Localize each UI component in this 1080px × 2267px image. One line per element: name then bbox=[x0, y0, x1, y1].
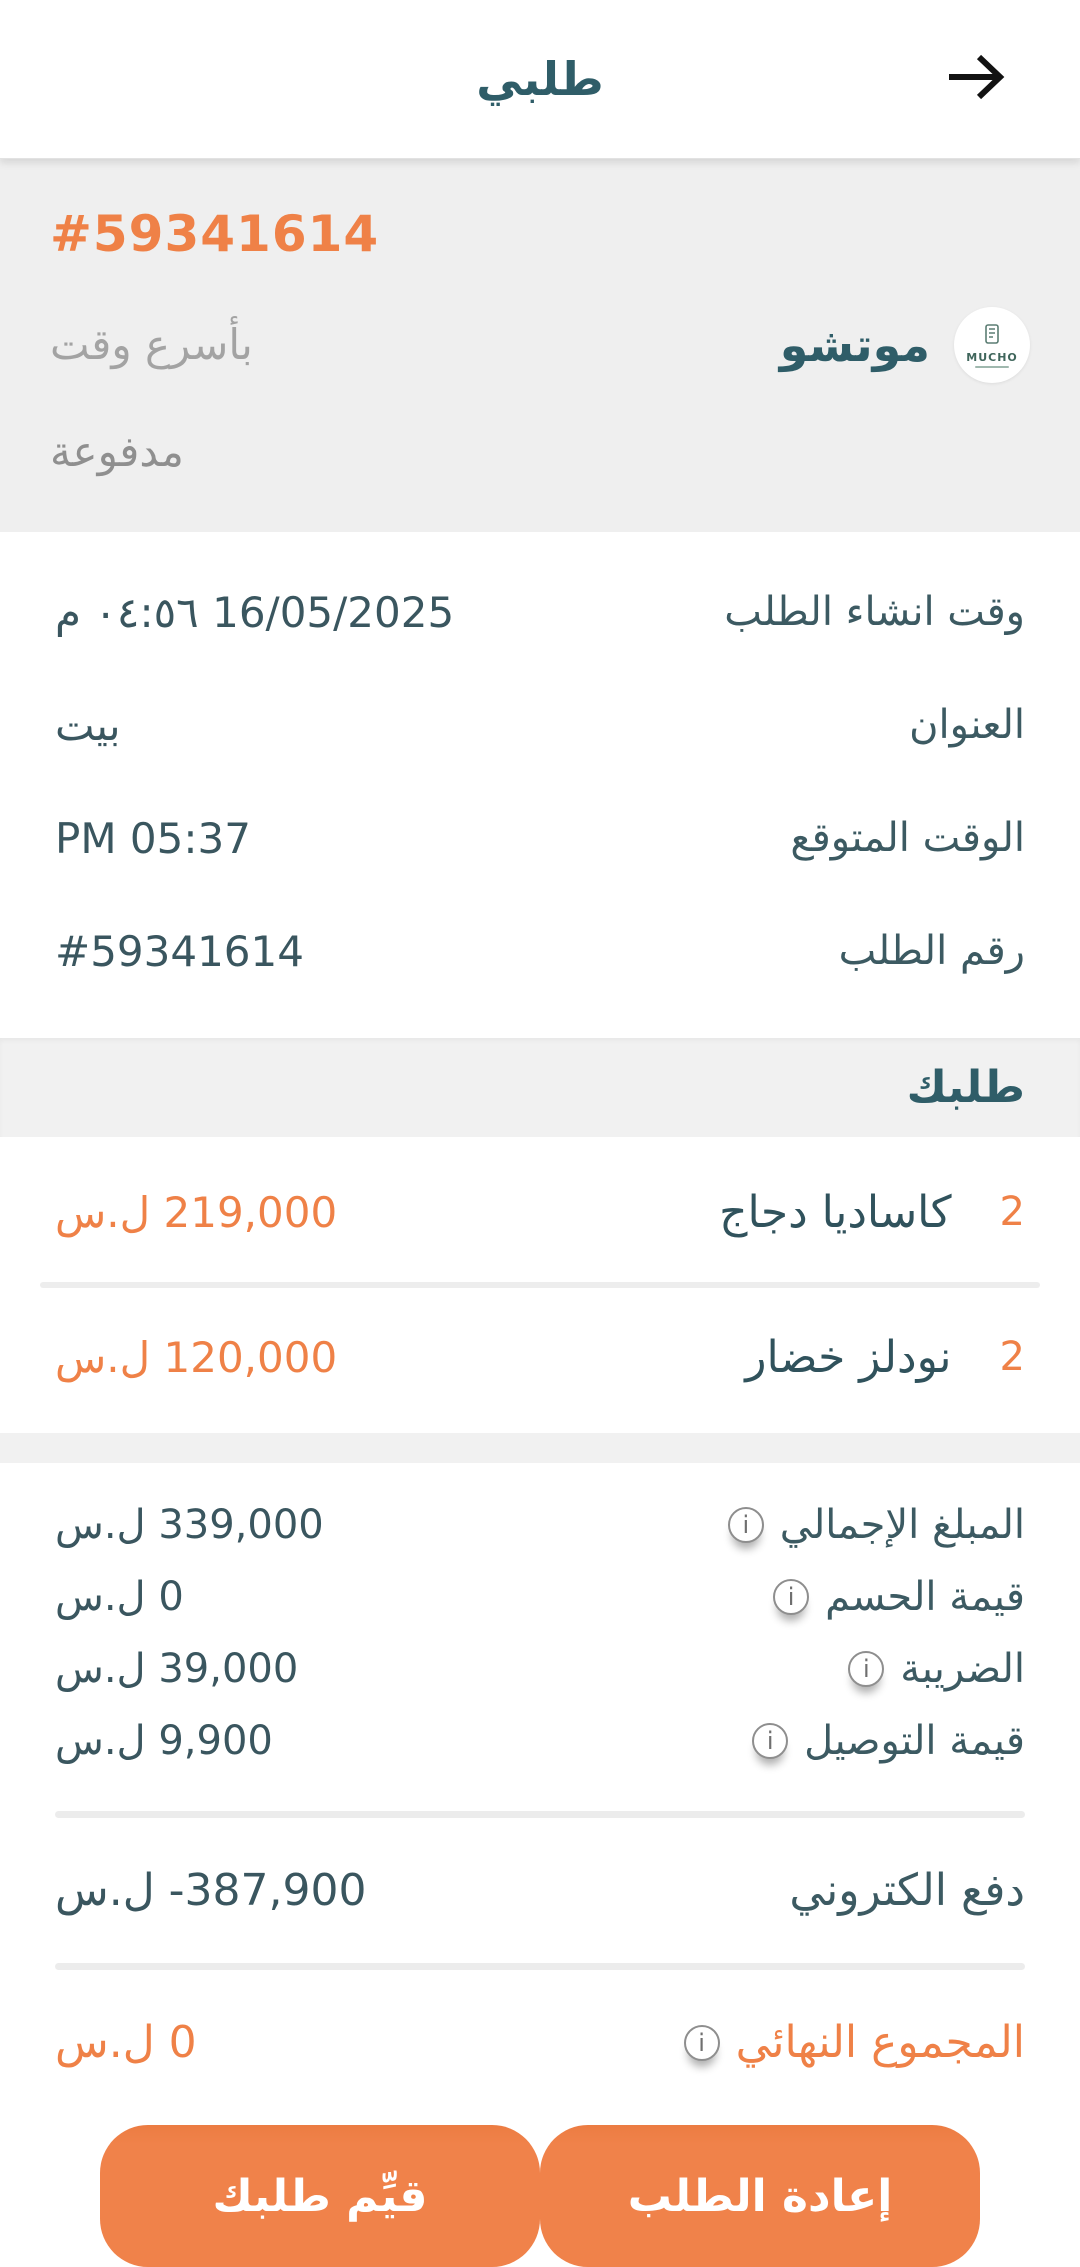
discount-label: قيمة الحسم bbox=[825, 1574, 1025, 1620]
final-total-value: 0 ل.س bbox=[55, 2017, 197, 2068]
order-items-list: 2 كاساديا دجاج 219,000 ل.س 2 نودلز خضار … bbox=[0, 1136, 1080, 1433]
your-order-section-header: طلبك bbox=[0, 1037, 1080, 1137]
summary-row-subtotal: المبلغ الإجمالي i 339,000 ل.س bbox=[55, 1489, 1025, 1561]
restaurant-name: موتشو bbox=[779, 317, 930, 372]
back-button[interactable] bbox=[942, 49, 1008, 109]
summary-row-tax: الضريبة i 39,000 ل.س bbox=[55, 1633, 1025, 1705]
address-label: العنوان bbox=[909, 702, 1025, 749]
item-divider bbox=[40, 1281, 1040, 1288]
address-value: بيت bbox=[55, 700, 121, 750]
detail-row-expected-time: الوقت المتوقع PM 05:37 bbox=[55, 782, 1025, 895]
order-number: #59341614 bbox=[50, 204, 380, 263]
tax-label: الضريبة bbox=[900, 1646, 1025, 1692]
info-icon[interactable]: i bbox=[848, 1651, 885, 1687]
order-item: 2 نودلز خضار 120,000 ل.س bbox=[0, 1288, 1080, 1427]
restaurant-logo: MUCHO bbox=[954, 306, 1030, 383]
delivery-fee-label: قيمة التوصيل bbox=[804, 1718, 1025, 1764]
action-buttons: إعادة الطلب قيِّم طلبك bbox=[55, 2081, 1025, 2267]
reorder-button[interactable]: إعادة الطلب bbox=[540, 2125, 980, 2267]
order-number-value: #59341614 bbox=[55, 926, 304, 976]
detail-row-order-number: رقم الطلب #59341614 bbox=[55, 895, 1025, 1008]
item-name: نودلز خضار bbox=[745, 1331, 952, 1383]
expected-time-label: الوقت المتوقع bbox=[790, 815, 1025, 862]
restaurant-logo-text: MUCHO bbox=[966, 351, 1018, 365]
expected-time-value: PM 05:37 bbox=[55, 813, 251, 863]
created-at-label: وقت انشاء الطلب bbox=[724, 589, 1025, 636]
item-price: 219,000 ل.س bbox=[55, 1187, 338, 1237]
summary-divider bbox=[55, 1963, 1025, 1970]
order-details-list: وقت انشاء الطلب 16/05/2025 ٠٤:٥٦ م العنو… bbox=[0, 531, 1080, 1038]
summary-row-epayment: دفع الكتروني 387,900- ل.س bbox=[55, 1852, 1025, 1929]
tax-value: 39,000 ل.س bbox=[55, 1646, 299, 1692]
section-separator bbox=[0, 1432, 1080, 1463]
your-order-title: طلبك bbox=[906, 1061, 1025, 1113]
logo-tagline-line bbox=[975, 366, 1009, 369]
info-icon[interactable]: i bbox=[727, 1507, 764, 1543]
rate-order-button[interactable]: قيِّم طلبك bbox=[100, 2125, 540, 2267]
item-quantity: 2 bbox=[999, 1334, 1025, 1381]
summary-row-discount: قيمة الحسم i 0 ل.س bbox=[55, 1561, 1025, 1633]
order-item: 2 كاساديا دجاج 219,000 ل.س bbox=[0, 1143, 1080, 1282]
summary-row-delivery: قيمة التوصيل i 9,900 ل.س bbox=[55, 1705, 1025, 1777]
subtotal-value: 339,000 ل.س bbox=[55, 1502, 324, 1548]
item-name: كاساديا دجاج bbox=[719, 1186, 952, 1238]
info-icon[interactable]: i bbox=[683, 2024, 720, 2061]
delivery-speed-label: بأسرع وقت bbox=[50, 320, 253, 370]
item-quantity: 2 bbox=[999, 1189, 1025, 1236]
restaurant-info[interactable]: MUCHO موتشو bbox=[779, 306, 1030, 383]
epayment-label: دفع الكتروني bbox=[789, 1865, 1025, 1916]
discount-value: 0 ل.س bbox=[55, 1574, 184, 1620]
order-number-label: رقم الطلب bbox=[838, 928, 1025, 975]
detail-row-address: العنوان بيت bbox=[55, 669, 1025, 782]
created-at-value: 16/05/2025 ٠٤:٥٦ م bbox=[55, 587, 455, 637]
order-summary-card: #59341614 MUCHO موتشو بأسرع وقت مدفوعة bbox=[0, 158, 1080, 532]
info-icon[interactable]: i bbox=[752, 1723, 789, 1759]
final-total-label: المجموع النهائي bbox=[735, 2017, 1025, 2068]
arrow-right-icon bbox=[943, 49, 1007, 108]
summary-divider bbox=[55, 1811, 1025, 1818]
epayment-value: 387,900- ل.س bbox=[55, 1865, 367, 1916]
detail-row-created-at: وقت انشاء الطلب 16/05/2025 ٠٤:٥٦ م bbox=[55, 556, 1025, 669]
info-icon[interactable]: i bbox=[773, 1579, 810, 1615]
item-price: 120,000 ل.س bbox=[55, 1332, 338, 1382]
mucho-logo-icon bbox=[979, 321, 1005, 350]
page-title: طلبي bbox=[476, 51, 604, 106]
subtotal-label: المبلغ الإجمالي bbox=[779, 1502, 1025, 1548]
header: طلبي bbox=[0, 0, 1080, 159]
payment-status-label: مدفوعة bbox=[50, 426, 184, 476]
totals-summary: المبلغ الإجمالي i 339,000 ل.س قيمة الحسم… bbox=[0, 1463, 1080, 2267]
delivery-fee-value: 9,900 ل.س bbox=[55, 1718, 273, 1764]
summary-row-final-total: المجموع النهائي i 0 ل.س bbox=[55, 2004, 1025, 2081]
